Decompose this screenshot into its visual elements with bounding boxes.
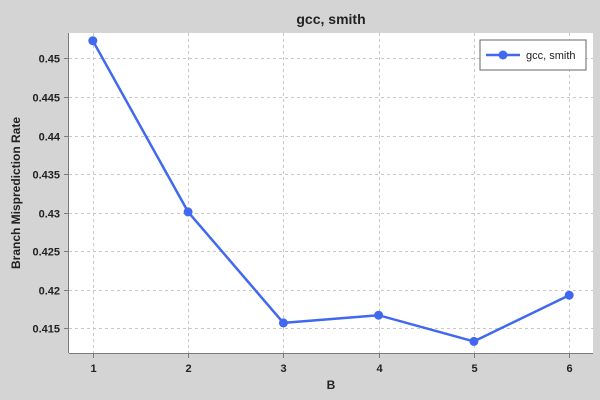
legend: gcc, smith bbox=[479, 39, 587, 71]
x-tick-label: 2 bbox=[185, 363, 191, 375]
x-tick-label: 4 bbox=[376, 363, 383, 375]
chart-title: gcc, smith bbox=[296, 11, 365, 27]
y-tick-label: 0.445 bbox=[32, 93, 60, 105]
y-tick-label: 0.42 bbox=[39, 286, 60, 298]
data-point bbox=[564, 290, 574, 300]
plot-area bbox=[69, 33, 593, 353]
y-axis-ticks: 0.415 0.42 0.425 0.43 0.435 0.44 0.445 0.45 bbox=[32, 54, 68, 336]
data-point bbox=[469, 336, 479, 346]
x-tick-label: 5 bbox=[471, 363, 477, 375]
x-axis-ticks: 1 2 3 4 5 6 bbox=[90, 354, 573, 375]
data-point bbox=[374, 310, 384, 320]
y-tick-label: 0.415 bbox=[32, 324, 60, 336]
y-tick-label: 0.44 bbox=[39, 132, 61, 144]
series-line bbox=[91, 40, 570, 343]
data-point bbox=[183, 207, 193, 217]
data-point bbox=[278, 318, 288, 328]
x-tick-label: 6 bbox=[566, 363, 572, 375]
y-tick-label: 0.45 bbox=[39, 54, 60, 66]
x-tick-label: 3 bbox=[280, 363, 286, 375]
y-tick-label: 0.43 bbox=[39, 209, 60, 221]
series-layer bbox=[88, 36, 574, 346]
x-axis-label: B bbox=[327, 378, 336, 392]
y-tick-label: 0.425 bbox=[32, 247, 60, 259]
y-tick-label: 0.435 bbox=[32, 170, 60, 182]
legend-marker bbox=[498, 50, 508, 60]
y-axis-label: Branch Misprediction Rate bbox=[9, 117, 23, 269]
legend-entry: gcc, smith bbox=[526, 50, 576, 62]
data-point bbox=[88, 36, 98, 46]
x-tick-label: 1 bbox=[90, 363, 96, 375]
